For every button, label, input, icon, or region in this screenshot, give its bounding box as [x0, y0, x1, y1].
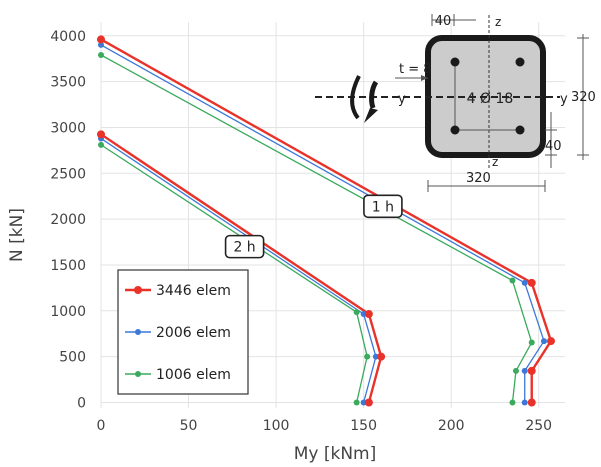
t-label: t = 8: [399, 62, 432, 77]
data-point: [353, 399, 360, 406]
dim-40-right: 40: [545, 139, 562, 154]
legend-label: 2006 elem: [156, 325, 231, 341]
x-tick-labels: 0 50 100 150 200 250: [97, 418, 553, 434]
y-tick-label: 3000: [50, 120, 86, 136]
y-tick-label: 0: [77, 395, 86, 411]
y-tick-label: 500: [59, 350, 86, 366]
y-tick-label: 1000: [50, 304, 86, 320]
x-axis-label: My [kNm]: [294, 444, 377, 464]
data-point: [98, 41, 104, 48]
y-tick-label: 3500: [50, 75, 86, 91]
x-tick-label: 150: [350, 418, 377, 434]
curve-annotations: 1 h 2 h: [224, 194, 403, 259]
z-label-top: z: [495, 15, 501, 29]
series-line: [100, 133, 383, 403]
data-point: [360, 311, 367, 318]
legend: 3446 elem 2006 elem 1006 elem: [117, 269, 249, 395]
y-label-left: y: [398, 92, 406, 107]
x-tick-label: 0: [97, 418, 106, 434]
cross-section: 40 z t = 8 y 4 Ø 18 y 320 40 z 320: [315, 14, 596, 192]
rebar-label: 4 Ø 18: [467, 91, 514, 107]
curve-label-box: [224, 234, 265, 259]
curve-label: 2 h: [233, 240, 255, 256]
data-point: [364, 398, 373, 407]
series-line: [100, 137, 377, 403]
rebar-top-right: [515, 57, 525, 67]
x-tick-label: 50: [180, 418, 198, 434]
x-tick-label: 200: [438, 418, 465, 434]
data-point: [364, 353, 371, 360]
moment-arrow: [369, 80, 379, 109]
data-point: [509, 277, 516, 284]
y-tick-label: 2000: [50, 212, 86, 228]
y-tick-labels: 0 500 1000 1500 2000 2500 3000 3500 4000: [50, 29, 86, 412]
data-point: [540, 338, 547, 345]
data-point: [546, 337, 555, 346]
data-point: [98, 141, 104, 148]
y-axis-label: N [kN]: [7, 208, 27, 262]
y-label-right: y: [560, 92, 568, 107]
legend-label: 3446 elem: [156, 283, 231, 299]
data-point: [372, 353, 379, 360]
x-tick-label: 100: [263, 418, 290, 434]
data-point: [364, 310, 373, 319]
series-points: [97, 35, 555, 407]
data-point: [377, 352, 386, 361]
data-point: [353, 309, 360, 316]
z-label-bottom: z: [492, 155, 498, 169]
data-point: [97, 35, 105, 44]
series-line: [100, 144, 368, 403]
dim-320-right: 320: [571, 90, 596, 105]
data-point: [527, 398, 536, 407]
data-point: [360, 399, 367, 406]
data-point: [527, 366, 536, 375]
curve-label: 1 h: [372, 199, 394, 215]
data-point: [528, 339, 535, 346]
rebar-bottom-left: [450, 125, 460, 135]
y-tick-label: 1500: [50, 258, 86, 274]
data-point: [512, 367, 519, 374]
legend-label: 1006 elem: [156, 367, 231, 383]
data-point: [521, 367, 528, 374]
data-point: [509, 399, 516, 406]
data-point: [527, 278, 536, 287]
legend-swatch-marker: [135, 329, 141, 335]
curve-label-box: [363, 194, 403, 219]
dim-320-bottom: 320: [466, 171, 491, 186]
data-point: [98, 52, 104, 59]
data-point: [521, 399, 528, 406]
y-tick-label: 4000: [50, 29, 86, 45]
y-tick-label: 2500: [50, 166, 86, 182]
legend-swatch-marker: [134, 286, 142, 294]
legend-swatch-marker: [135, 371, 141, 377]
data-point: [97, 130, 105, 139]
rebar-top-left: [450, 57, 460, 67]
x-tick-label: 250: [525, 418, 552, 434]
rebar-bottom-right: [515, 125, 525, 135]
data-point: [521, 279, 528, 286]
dim-40-top: 40: [435, 14, 452, 29]
